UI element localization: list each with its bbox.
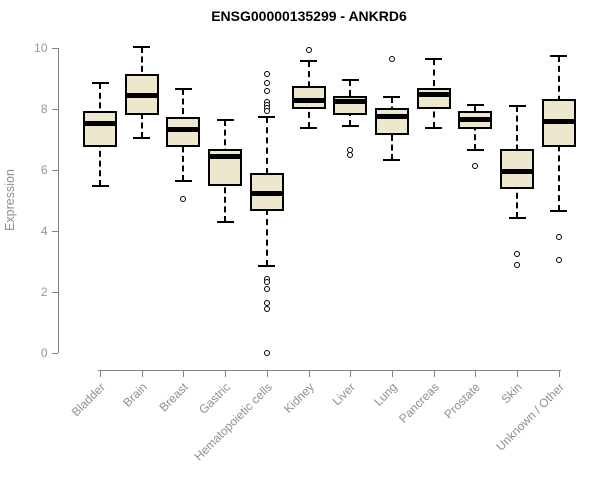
x-tick	[183, 369, 185, 377]
median-line-hematopoietic-cells	[249, 190, 284, 196]
whisker-cap-high-bladder	[91, 82, 109, 85]
whisker-cap-low-breast	[174, 179, 192, 182]
y-tick-label: 6	[40, 163, 48, 178]
outlier-point-lung	[388, 55, 395, 62]
outlier-point-liver	[347, 152, 354, 159]
y-tick	[51, 48, 58, 50]
x-tick	[266, 369, 268, 377]
whisker-cap-high-liver	[341, 79, 359, 82]
whisker-cap-high-brain	[133, 45, 151, 48]
outlier-point-hematopoietic-cells	[263, 278, 270, 285]
x-tick	[350, 369, 352, 377]
outlier-point-hematopoietic-cells	[263, 80, 270, 87]
y-axis-line	[57, 48, 59, 354]
whisker-cap-high-prostate	[466, 103, 484, 106]
outlier-point-hematopoietic-cells	[263, 286, 270, 293]
whisker-cap-low-gastric	[216, 221, 234, 224]
median-line-kidney	[291, 97, 326, 103]
whisker-cap-low-prostate	[466, 149, 484, 152]
y-tick	[51, 353, 58, 355]
outlier-point-kidney	[305, 46, 312, 53]
outlier-point-hematopoietic-cells	[263, 107, 270, 114]
median-line-lung	[374, 114, 409, 120]
y-tick	[51, 292, 58, 294]
whisker-cap-high-lung	[383, 96, 401, 99]
y-tick	[51, 231, 58, 233]
y-tick	[51, 170, 58, 172]
whisker-cap-low-brain	[133, 137, 151, 140]
box-skin	[500, 148, 534, 189]
outlier-point-hematopoietic-cells	[263, 71, 270, 78]
x-tick	[475, 369, 477, 377]
outlier-point-hematopoietic-cells	[263, 88, 270, 94]
y-tick-label: 2	[40, 285, 48, 300]
x-tick	[517, 369, 518, 377]
x-axis-line	[98, 369, 561, 371]
median-line-unknown-other	[541, 119, 576, 124]
whisker-cap-low-kidney	[300, 126, 317, 129]
y-tick-label: 4	[40, 224, 48, 239]
x-tick	[433, 369, 435, 377]
box-lung	[374, 107, 409, 136]
y-tick-label: 10	[34, 41, 48, 56]
median-line-skin	[500, 169, 534, 175]
whisker-cap-low-unknown-other	[550, 210, 568, 213]
whisker-cap-high-unknown-other	[550, 54, 568, 57]
whisker-cap-low-lung	[383, 158, 401, 161]
whisker-cap-high-gastric	[216, 118, 234, 121]
whisker-cap-low-skin	[508, 216, 526, 219]
x-tick	[391, 369, 393, 377]
median-line-gastric	[208, 154, 243, 160]
whisker-cap-high-kidney	[300, 59, 317, 62]
x-tick	[141, 369, 143, 377]
x-tick	[558, 369, 560, 377]
median-line-liver	[333, 99, 368, 105]
box-bladder	[83, 110, 117, 148]
whisker-cap-low-hematopoietic-cells	[258, 265, 276, 268]
median-line-bladder	[83, 120, 117, 126]
y-tick-label: 0	[40, 346, 48, 361]
median-line-pancreas	[416, 91, 451, 97]
outlier-point-unknown-other	[555, 234, 562, 241]
outlier-point-hematopoietic-cells	[263, 299, 270, 306]
whisker-cap-low-bladder	[91, 184, 109, 187]
box-breast	[166, 116, 201, 148]
x-tick	[225, 369, 227, 377]
whisker-cap-low-liver	[341, 125, 359, 128]
chart-title: ENSG00000135299 - ANKRD6	[211, 8, 407, 24]
whisker-cap-high-breast	[174, 88, 192, 91]
x-tick	[308, 369, 310, 377]
median-line-prostate	[458, 117, 493, 123]
outlier-point-breast	[180, 196, 187, 203]
whisker-cap-high-skin	[508, 105, 526, 108]
outlier-point-skin	[514, 251, 520, 258]
whisker-cap-high-hematopoietic-cells	[258, 115, 276, 118]
y-tick	[51, 109, 58, 111]
median-line-breast	[166, 126, 201, 132]
outlier-point-prostate	[472, 162, 479, 169]
outlier-point-unknown-other	[555, 257, 562, 264]
x-tick	[100, 369, 101, 377]
whisker-cap-low-pancreas	[425, 126, 443, 129]
outlier-point-hematopoietic-cells	[263, 306, 270, 313]
outlier-point-skin	[514, 261, 520, 268]
median-line-brain	[124, 93, 159, 99]
y-tick-label: 8	[40, 102, 48, 117]
outlier-point-hematopoietic-cells	[263, 350, 270, 357]
whisker-cap-high-pancreas	[425, 57, 443, 60]
